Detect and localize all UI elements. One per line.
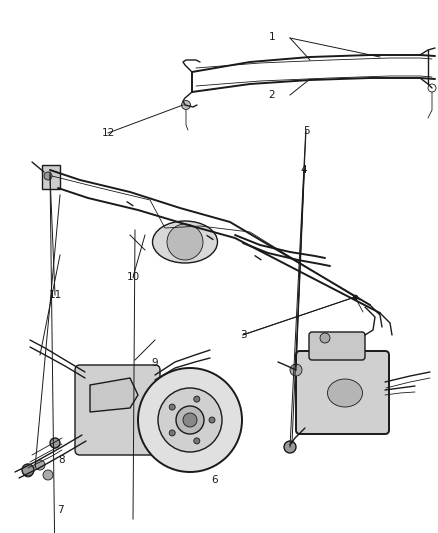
Circle shape	[43, 470, 53, 480]
FancyBboxPatch shape	[42, 165, 60, 189]
FancyBboxPatch shape	[75, 365, 160, 455]
Circle shape	[22, 464, 34, 476]
Circle shape	[194, 396, 200, 402]
Circle shape	[167, 224, 203, 260]
Circle shape	[183, 413, 197, 427]
Circle shape	[44, 172, 52, 180]
FancyBboxPatch shape	[309, 332, 365, 360]
Circle shape	[320, 333, 330, 343]
Text: 1: 1	[268, 32, 276, 42]
FancyBboxPatch shape	[296, 351, 389, 434]
Circle shape	[284, 441, 296, 453]
Text: 6: 6	[212, 475, 218, 485]
Text: 3: 3	[240, 330, 246, 340]
Text: 9: 9	[152, 358, 158, 368]
Circle shape	[138, 368, 242, 472]
Text: 4: 4	[301, 165, 307, 175]
Ellipse shape	[152, 221, 218, 263]
Text: 11: 11	[48, 290, 62, 300]
Circle shape	[176, 406, 204, 434]
Text: 2: 2	[268, 90, 276, 100]
Circle shape	[169, 430, 175, 436]
Circle shape	[23, 467, 33, 477]
Circle shape	[158, 388, 222, 452]
Text: 7: 7	[57, 505, 64, 515]
Circle shape	[181, 101, 191, 109]
Polygon shape	[90, 378, 138, 412]
Circle shape	[50, 438, 60, 448]
Circle shape	[290, 364, 302, 376]
Text: 5: 5	[303, 126, 309, 136]
Ellipse shape	[328, 379, 363, 407]
Text: 10: 10	[127, 272, 140, 282]
Circle shape	[169, 404, 175, 410]
Circle shape	[35, 460, 45, 470]
Text: 12: 12	[101, 128, 115, 138]
Text: 8: 8	[59, 455, 65, 465]
Circle shape	[209, 417, 215, 423]
Circle shape	[194, 438, 200, 444]
